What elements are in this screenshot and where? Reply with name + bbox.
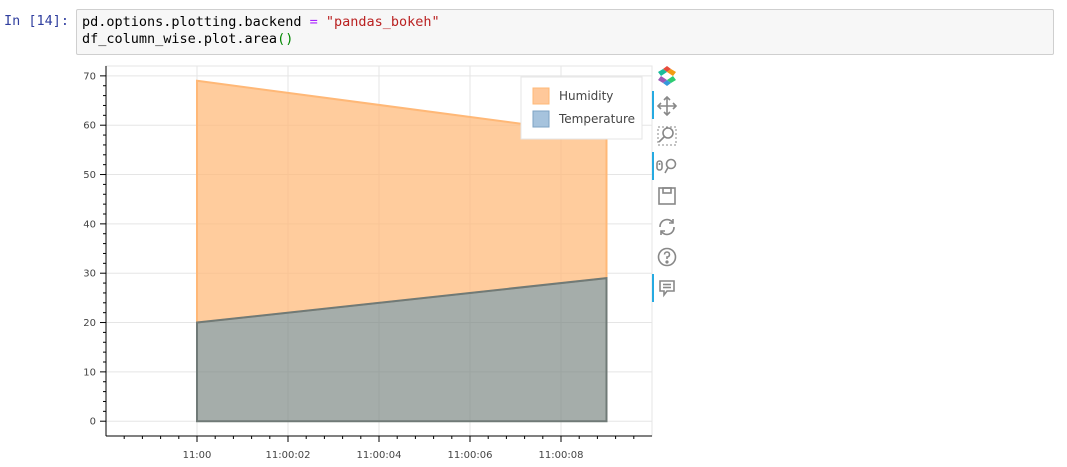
- area-temperature: [196, 277, 608, 423]
- pan-active-indicator: [652, 91, 654, 119]
- code-token-call: df_column_wise.plot.area: [82, 31, 278, 47]
- save-icon[interactable]: [655, 184, 679, 208]
- code-line-2: df_column_wise.plot.area(): [82, 31, 293, 47]
- legend-box: [520, 76, 643, 140]
- hover-active-indicator: [652, 274, 654, 302]
- x-tick-label: 11:00:08: [539, 450, 584, 461]
- y-tick-label: 30: [83, 269, 96, 280]
- reset-icon[interactable]: [655, 215, 679, 239]
- plot-toolbar: [652, 62, 682, 312]
- wheel-zoom-active-indicator: [652, 152, 654, 180]
- y-tick-label: 50: [83, 170, 96, 181]
- code-line-1: pd.options.plotting.backend = "pandas_bo…: [82, 14, 440, 30]
- legend-swatch-humidity: [532, 87, 550, 105]
- code-token-parens: (): [277, 31, 294, 47]
- legend-swatch-temperature: [532, 110, 550, 128]
- hover-icon[interactable]: [655, 276, 679, 300]
- code-token-assign: =: [309, 14, 318, 30]
- code-cell-input[interactable]: pd.options.plotting.backend = "pandas_bo…: [76, 9, 1054, 55]
- bokeh-logo-icon[interactable]: [655, 64, 679, 88]
- x-tick-label: 11:00: [183, 450, 212, 461]
- y-tick-label: 70: [83, 71, 96, 82]
- x-tick-label: 11:00:06: [448, 450, 493, 461]
- box-zoom-icon[interactable]: [655, 124, 679, 148]
- pan-icon[interactable]: [655, 94, 679, 118]
- wheel-zoom-icon[interactable]: [655, 154, 679, 178]
- y-tick-label: 40: [83, 219, 96, 230]
- legend-label-temperature: Temperature: [558, 112, 635, 126]
- x-tick-label: 11:00:04: [357, 450, 402, 461]
- y-tick-label: 20: [83, 318, 96, 329]
- area-chart[interactable]: 0 10 20 30 40 50 60 70 11:00 11:00:02 11:00:04 11:0…: [60, 62, 655, 462]
- code-token-string: "pandas_bokeh": [325, 14, 440, 30]
- x-tick-label: 11:00:02: [266, 450, 311, 461]
- y-tick-label: 0: [90, 417, 96, 428]
- legend-label-humidity: Humidity: [559, 89, 613, 103]
- y-tick-label: 60: [83, 121, 96, 132]
- help-icon[interactable]: [655, 245, 679, 269]
- y-tick-label: 10: [83, 367, 96, 378]
- cell-prompt: In [14]:: [4, 13, 70, 29]
- code-token-backend: pd.options.plotting.backend: [82, 14, 310, 30]
